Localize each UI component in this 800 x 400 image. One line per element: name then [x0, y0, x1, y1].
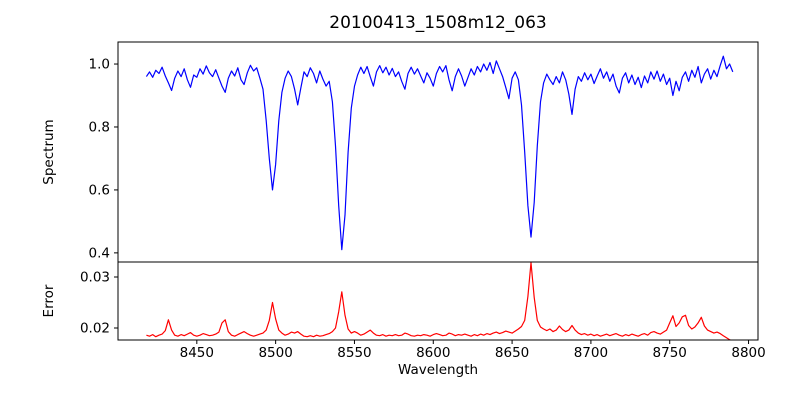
x-axis-label: Wavelength — [397, 362, 479, 378]
axes-frame — [117, 41, 759, 263]
x-tick-label: 8500 — [258, 345, 292, 361]
x-tick-label: 8550 — [337, 345, 371, 361]
y-tick-label: 1.0 — [89, 57, 110, 73]
x-tick-label: 8650 — [495, 345, 529, 361]
error-line — [146, 262, 732, 340]
x-tick-label: 8600 — [416, 345, 450, 361]
y-tick-label: 0.03 — [80, 269, 110, 285]
plot-title: 20100413_1508m12_063 — [329, 13, 547, 33]
x-tick-label: 8450 — [180, 345, 214, 361]
x-tick-label: 8800 — [731, 345, 765, 361]
x-tick-label: 8700 — [574, 345, 608, 361]
y-tick-label: 0.4 — [89, 245, 110, 261]
axes-frame — [117, 261, 759, 341]
x-tick-label: 8750 — [653, 345, 687, 361]
y-tick-label: 0.8 — [89, 119, 110, 135]
y-tick-label: 0.6 — [89, 182, 110, 198]
spectrum-line — [145, 55, 734, 251]
y-tick-label: 0.02 — [80, 321, 110, 337]
